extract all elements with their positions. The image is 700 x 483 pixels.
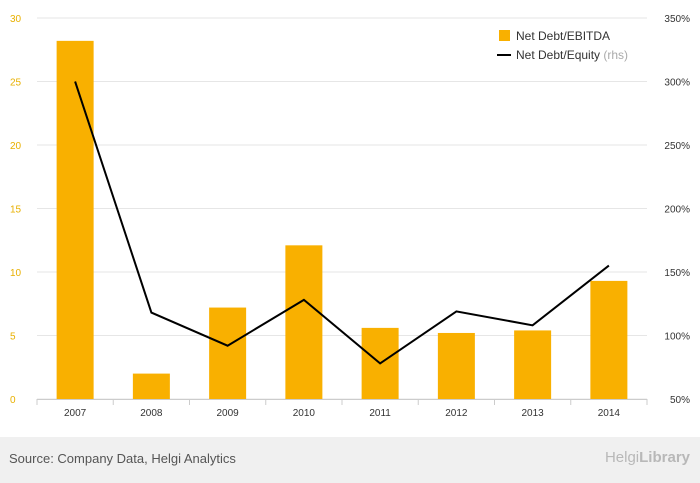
bar-series — [56, 40, 628, 400]
legend-swatch-bar — [499, 30, 510, 41]
footer: Source: Company Data, Helgi Analytics He… — [0, 437, 700, 483]
y-left-tick-label: 0 — [10, 395, 16, 406]
helgi-library-logo: HelgiLibrary — [605, 449, 690, 466]
left-axis-ticks: 0 5 10 15 20 25 30 — [10, 14, 22, 406]
logo-bold-text: Library — [639, 449, 690, 466]
bar — [514, 330, 552, 399]
y-right-tick-label: 150% — [664, 268, 690, 279]
y-right-tick-label: 200% — [664, 205, 690, 216]
x-tick-label: 2012 — [445, 408, 468, 419]
bar — [56, 40, 94, 400]
logo-light-text: Helgi — [604, 449, 640, 466]
x-tick-label: 2014 — [598, 408, 621, 419]
x-tick-label: 2009 — [217, 408, 240, 419]
y-left-tick-label: 30 — [10, 14, 22, 25]
combo-chart: 0 5 10 15 20 25 30 50% 100% 150% 200% 250% 300% 350%… — [10, 14, 690, 419]
x-tick-label: 2013 — [522, 408, 545, 419]
y-right-tick-label: 50% — [670, 395, 690, 406]
y-right-tick-label: 250% — [664, 141, 690, 152]
right-axis-ticks: 50% 100% 150% 200% 250% 300% 350% — [664, 14, 690, 406]
x-tick-label: 2008 — [140, 408, 163, 419]
source-note: Source: Company Data, Helgi Analytics — [9, 451, 236, 466]
bar — [437, 332, 475, 399]
y-left-tick-label: 5 — [10, 332, 16, 343]
y-right-tick-label: 350% — [664, 14, 690, 25]
y-right-tick-label: 300% — [664, 78, 690, 89]
y-left-tick-label: 15 — [10, 205, 22, 216]
x-tick-label: 2007 — [64, 408, 87, 419]
x-tick-label: 2011 — [369, 408, 391, 419]
bar — [590, 280, 628, 399]
legend: Net Debt/EBITDA Net Debt/Equity (rhs) — [497, 29, 628, 62]
bar — [285, 245, 323, 399]
bar — [132, 373, 170, 399]
legend-label: Net Debt/Equity (rhs) — [516, 48, 628, 62]
net-debt-equity-line — [74, 81, 610, 365]
bar — [209, 307, 247, 399]
legend-label: Net Debt/EBITDA — [516, 29, 610, 43]
y-left-tick-label: 25 — [10, 78, 22, 89]
legend-rhs-note: (rhs) — [603, 48, 628, 62]
y-left-tick-label: 10 — [10, 268, 22, 279]
gridlines — [37, 17, 647, 400]
line-series — [74, 81, 610, 365]
y-right-tick-label: 100% — [664, 332, 690, 343]
x-axis: 2007 2008 2009 2010 2011 2012 2013 2014 — [36, 399, 648, 419]
x-tick-label: 2010 — [293, 408, 316, 419]
y-left-tick-label: 20 — [10, 141, 22, 152]
